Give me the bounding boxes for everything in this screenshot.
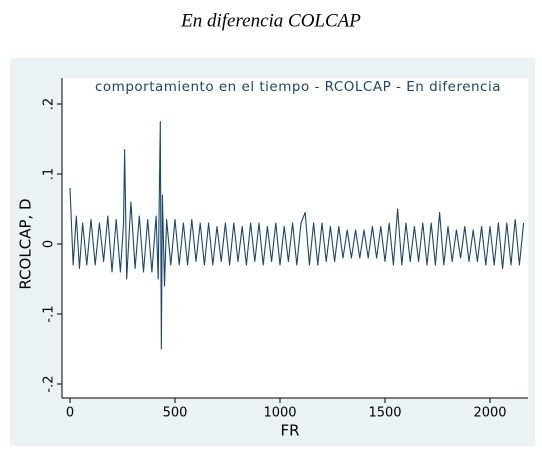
x-tick-label: 0	[66, 406, 74, 421]
chart-title: comportamiento en el tiempo - RCOLCAP - …	[95, 79, 501, 95]
y-tick-label: 0	[42, 240, 57, 248]
y-axis-label: RCOLCAP, D	[17, 198, 35, 289]
y-tick-label: .2	[42, 98, 57, 110]
x-tick-label: 500	[163, 406, 188, 421]
data-line	[69, 120, 525, 350]
page-caption: En diferencia COLCAP	[180, 10, 361, 31]
x-tick-label: 2000	[473, 406, 506, 421]
plot-area	[62, 78, 528, 398]
x-tick-label: 1000	[263, 406, 296, 421]
y-tick-label: .1	[42, 168, 57, 180]
y-tick-label: -.2	[42, 375, 57, 392]
x-axis-label: FR	[280, 422, 299, 440]
y-tick-label: -.1	[42, 305, 57, 322]
x-tick-label: 1500	[368, 406, 401, 421]
